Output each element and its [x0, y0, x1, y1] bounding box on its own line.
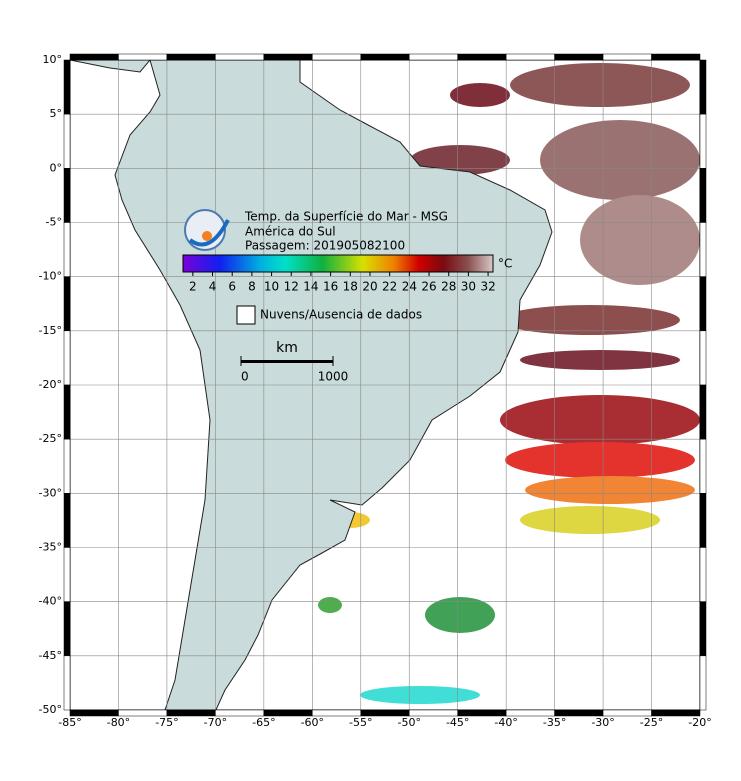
colorbar-tick-label: 6: [228, 280, 236, 294]
frame-tick: [699, 59, 707, 115]
frame-tick: [699, 222, 707, 277]
lon-tick-label: -60°: [301, 716, 324, 729]
frame-tick: [63, 438, 71, 494]
frame-tick: [63, 601, 71, 657]
frame-tick: [63, 384, 71, 440]
lat-tick-label: -10°: [39, 270, 62, 283]
frame-tick: [505, 53, 555, 61]
lon-tick-label: -55°: [349, 716, 372, 729]
map-body: [70, 60, 700, 710]
lon-tick-label: -45°: [446, 716, 469, 729]
scale-tick-label: 0: [241, 370, 249, 384]
colorbar-unit: °C: [498, 257, 512, 271]
frame-tick: [63, 655, 71, 711]
lat-tick-label: 10°: [43, 53, 63, 66]
title-line: Temp. da Superfície do Mar - MSG: [244, 210, 448, 224]
colorbar-tick-label: 16: [323, 280, 338, 294]
lon-tick-label: -65°: [252, 716, 275, 729]
frame-tick: [69, 53, 119, 61]
frame-tick: [360, 53, 410, 61]
scale-tick-label: 1000: [318, 370, 349, 384]
lat-tick-label: -25°: [39, 432, 62, 445]
frame-tick: [602, 53, 652, 61]
lat-tick-label: -20°: [39, 378, 62, 391]
frame-tick: [699, 547, 707, 602]
colorbar-tick-label: 18: [343, 280, 358, 294]
frame-tick: [699, 113, 707, 169]
sst-pixels: [318, 63, 700, 704]
lon-tick-label: -25°: [640, 716, 663, 729]
frame-tick: [63, 547, 71, 602]
lat-tick-label: -40°: [39, 595, 62, 608]
frame-tick: [699, 438, 707, 494]
frame-tick: [63, 168, 71, 223]
lon-tick-label: -40°: [494, 716, 517, 729]
frame-tick: [651, 53, 701, 61]
colorbar: [182, 254, 494, 273]
lat-tick-label: 0°: [50, 161, 63, 174]
colorbar-tick-label: 12: [284, 280, 299, 294]
lat-tick-label: -50°: [39, 703, 62, 716]
frame-tick: [699, 276, 707, 332]
frame-tick: [63, 222, 71, 277]
frame-tick: [554, 53, 604, 61]
colorbar-tick-label: 24: [402, 280, 417, 294]
frame-tick: [699, 493, 707, 548]
colorbar-tick-label: 10: [264, 280, 279, 294]
colorbar-tick-label: 14: [303, 280, 318, 294]
frame-tick: [699, 601, 707, 657]
lat-tick-label: -15°: [39, 324, 62, 337]
scale-bar: [241, 360, 333, 363]
title-line: América do Sul: [245, 225, 336, 239]
lon-tick-label: -80°: [107, 716, 130, 729]
frame-tick: [166, 53, 216, 61]
lat-tick-label: -30°: [39, 486, 62, 499]
frame-tick: [118, 53, 168, 61]
colorbar-tick-label: 20: [362, 280, 377, 294]
colorbar-tick-label: 22: [382, 280, 397, 294]
frame-tick: [63, 59, 71, 115]
frame-tick: [699, 330, 707, 386]
scale-unit: km: [276, 340, 298, 356]
lon-tick-label: -85°: [58, 716, 81, 729]
frame-tick: [63, 276, 71, 332]
frame-tick: [699, 655, 707, 711]
lon-tick-label: -70°: [204, 716, 227, 729]
logo: [184, 209, 230, 251]
lat-tick-label: -45°: [39, 649, 62, 662]
lon-tick-label: -50°: [397, 716, 420, 729]
frame-tick: [408, 53, 458, 61]
lon-tick-label: -20°: [688, 716, 711, 729]
title-line: Passagem: 201905082100: [245, 239, 405, 253]
colorbar-tick-label: 2: [189, 280, 197, 294]
frame-tick: [699, 168, 707, 223]
lon-tick-label: -75°: [155, 716, 178, 729]
frame-tick: [263, 53, 313, 61]
colorbar-tick-label: 8: [248, 280, 256, 294]
legend-label: Nuvens/Ausencia de dados: [260, 308, 422, 322]
frame-tick: [63, 330, 71, 386]
frame-tick: [63, 493, 71, 548]
colorbar-tick-label: 30: [461, 280, 476, 294]
frame-tick: [312, 53, 362, 61]
lon-tick-label: -35°: [543, 716, 566, 729]
colorbar-tick-label: 28: [441, 280, 456, 294]
frame-tick: [651, 709, 701, 717]
colorbar-tick-label: 32: [480, 280, 495, 294]
central-america: [70, 60, 151, 73]
colorbar-tick-label: 26: [421, 280, 436, 294]
frame-tick: [457, 53, 507, 61]
frame-tick: [699, 384, 707, 440]
legend-swatch: [236, 305, 256, 325]
lat-tick-label: -35°: [39, 541, 62, 554]
frame-tick: [215, 53, 265, 61]
lon-tick-label: -30°: [591, 716, 614, 729]
lat-tick-label: 5°: [50, 107, 63, 120]
colorbar-tick-label: 4: [209, 280, 217, 294]
lat-tick-label: -5°: [46, 216, 62, 229]
frame-tick: [63, 113, 71, 169]
